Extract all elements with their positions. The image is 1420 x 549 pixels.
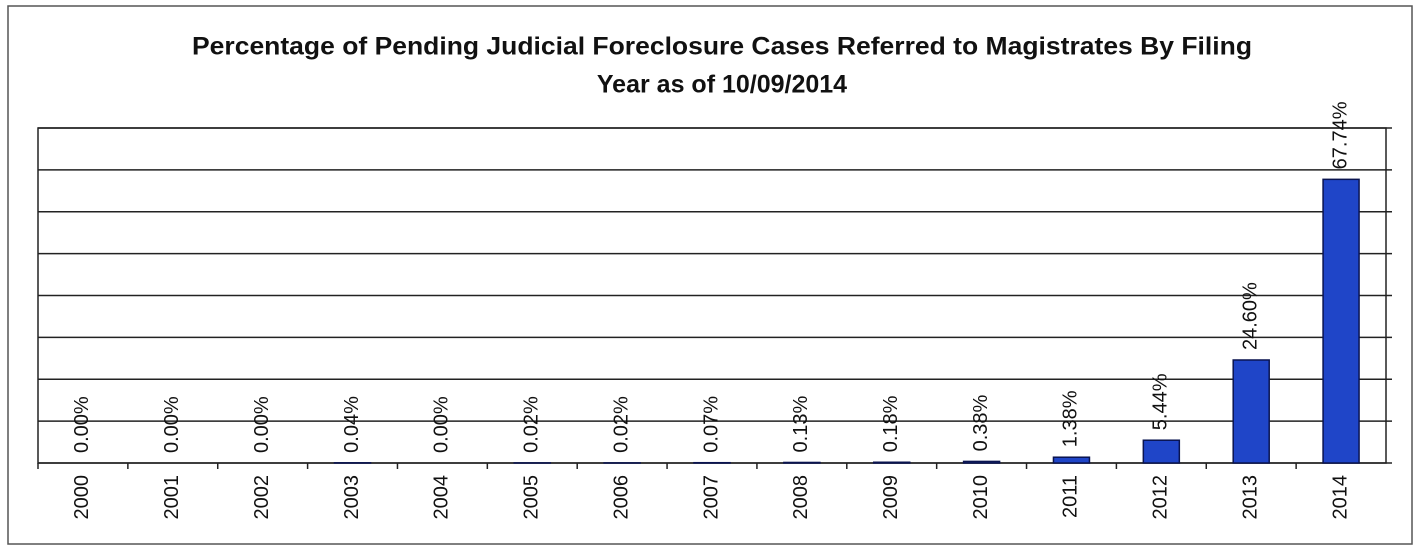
x-tick-label: 2003 (341, 475, 363, 520)
data-label: 0.04% (341, 396, 363, 453)
chart-title: Percentage of Pending Judicial Foreclosu… (192, 33, 1252, 61)
data-label: 0.07% (700, 396, 722, 453)
data-label: 0.02% (610, 396, 632, 453)
data-label: 0.00% (161, 396, 183, 453)
bar (962, 460, 1001, 464)
chart-title: Year as of 10/09/2014 (597, 71, 847, 99)
x-tick-label: 2012 (1150, 475, 1172, 520)
data-label: 0.18% (880, 395, 902, 452)
data-label: 0.00% (431, 396, 453, 453)
x-tick-label: 2006 (610, 475, 632, 520)
data-label: 0.13% (790, 396, 812, 453)
x-tick-label: 2013 (1239, 475, 1261, 520)
chart-border (7, 5, 1413, 545)
data-label: 24.60% (1239, 282, 1261, 350)
x-tick-label: 2007 (700, 475, 722, 520)
x-tick-label: 2014 (1329, 475, 1351, 520)
x-tick-label: 2010 (970, 475, 992, 520)
data-label: 0.00% (251, 396, 273, 453)
bar (783, 461, 821, 464)
bar (872, 461, 911, 464)
x-tick-label: 2005 (521, 475, 543, 520)
x-tick-label: 2009 (880, 475, 902, 520)
data-label: 1.38% (1060, 390, 1082, 447)
data-label: 0.00% (71, 396, 93, 453)
data-label: 0.38% (970, 394, 992, 451)
bar (1052, 456, 1091, 464)
data-label: 5.44% (1150, 373, 1172, 430)
x-tick-label: 2001 (161, 475, 183, 520)
data-label: 0.02% (521, 396, 543, 453)
bar (1232, 359, 1270, 464)
bar (1322, 178, 1360, 464)
x-tick-label: 2000 (71, 475, 93, 520)
x-tick-label: 2004 (431, 475, 453, 520)
data-label: 67.74% (1329, 101, 1351, 169)
bar (1142, 439, 1181, 464)
x-tick-label: 2008 (790, 475, 812, 520)
x-tick-label: 2011 (1060, 475, 1082, 518)
x-tick-label: 2002 (251, 475, 273, 520)
